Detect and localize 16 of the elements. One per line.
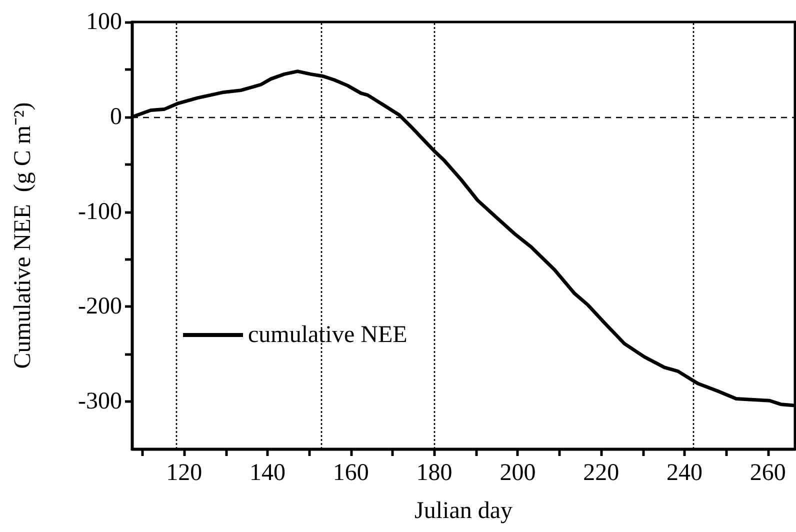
x-tick-label: 200: [500, 460, 536, 486]
x-tick-label: 220: [583, 460, 620, 486]
y-tick-label: -300: [78, 388, 122, 415]
x-tick-label: 140: [250, 460, 286, 486]
y-tick-label: 100: [86, 9, 122, 35]
y-tick-label: 0: [110, 104, 122, 130]
x-tick-label: 120: [166, 460, 202, 486]
y-axis-title: Cumulative NEE (g C m⁻²): [10, 102, 36, 369]
y-tick-label: -100: [78, 198, 122, 225]
x-axis-title: Julian day: [414, 498, 512, 524]
legend-label: cumulative NEE: [248, 322, 408, 348]
x-tick-label: 240: [666, 460, 702, 486]
x-tick-label: 260: [750, 460, 786, 486]
x-tick-label: 160: [332, 460, 369, 486]
y-tick-label: -200: [78, 294, 122, 320]
x-tick-label: 180: [416, 460, 452, 486]
